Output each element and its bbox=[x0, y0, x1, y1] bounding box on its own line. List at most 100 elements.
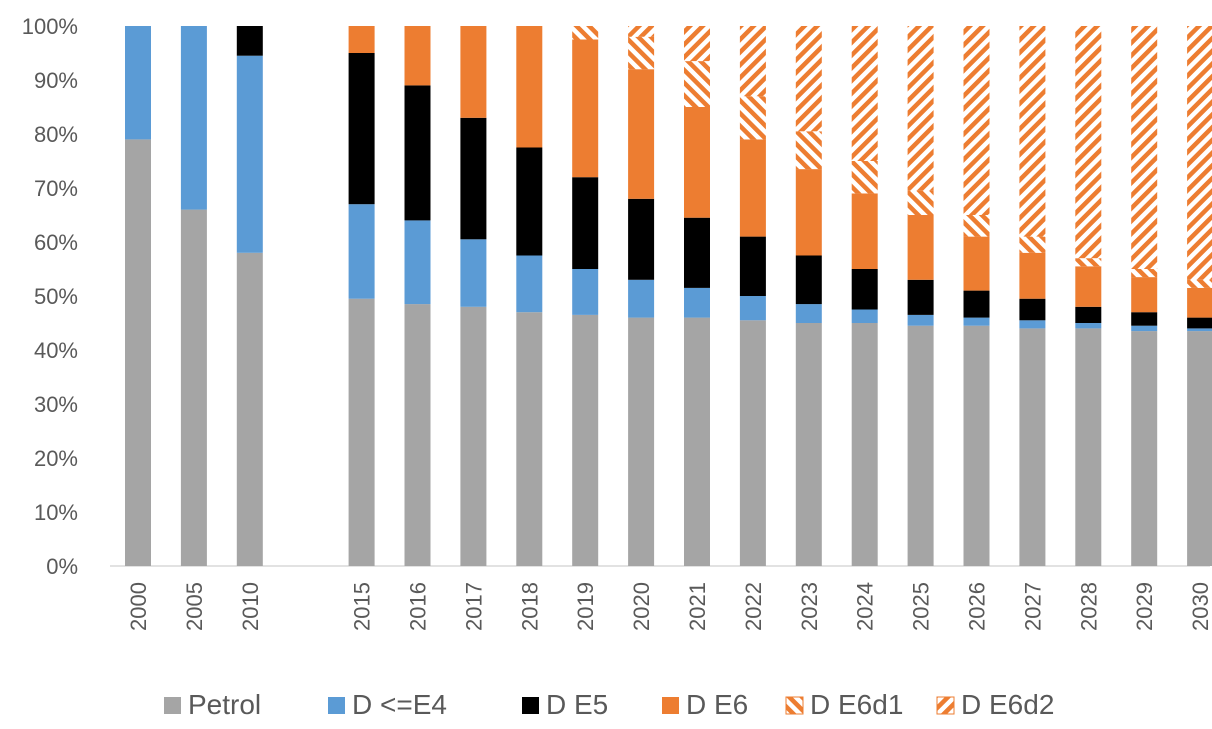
bar-segment bbox=[1131, 331, 1158, 566]
bar-segment bbox=[516, 255, 543, 313]
bar-segment bbox=[851, 26, 878, 161]
x-tick-label: 2010 bbox=[238, 582, 263, 631]
y-tick-label: 10% bbox=[34, 500, 78, 525]
bar-segment bbox=[1187, 328, 1212, 332]
bar-segment bbox=[404, 304, 431, 566]
legend-swatch bbox=[662, 697, 679, 714]
x-tick-label: 2015 bbox=[350, 582, 375, 631]
bar-segment bbox=[1075, 258, 1102, 267]
bar-segment bbox=[125, 139, 151, 566]
y-tick-label: 100% bbox=[22, 14, 78, 39]
bar-segment bbox=[1187, 26, 1212, 280]
bar-segment bbox=[1131, 277, 1158, 313]
bar-segment bbox=[1075, 26, 1102, 259]
bar-segment bbox=[851, 269, 878, 310]
bar-segment bbox=[963, 236, 990, 291]
legend-swatch bbox=[785, 696, 804, 715]
y-tick-label: 70% bbox=[34, 176, 78, 201]
bar-segment bbox=[572, 39, 599, 178]
bar-segment bbox=[1131, 312, 1158, 326]
bar-segment bbox=[739, 26, 766, 97]
bar-segment bbox=[963, 215, 990, 237]
legend-swatch bbox=[164, 697, 181, 714]
bar-segment bbox=[907, 325, 934, 566]
bar-segment bbox=[348, 204, 375, 299]
x-tick-label: 2018 bbox=[517, 582, 542, 631]
x-tick-label: 2025 bbox=[909, 582, 934, 631]
bar-segment bbox=[1019, 328, 1046, 566]
x-tick-label: 2023 bbox=[797, 582, 822, 631]
bar-segment bbox=[1075, 323, 1102, 329]
bar-segment bbox=[907, 26, 934, 191]
bar-segment bbox=[1075, 328, 1102, 566]
bar-segment bbox=[460, 117, 487, 240]
legend-swatch bbox=[328, 697, 345, 714]
bar-segment bbox=[739, 320, 766, 566]
legend-label: D E5 bbox=[546, 689, 608, 720]
bar-segment bbox=[1075, 266, 1102, 307]
bar-segment bbox=[795, 26, 822, 132]
bar-segment bbox=[404, 26, 431, 86]
x-tick-label: 2022 bbox=[741, 582, 766, 631]
bar-segment bbox=[795, 169, 822, 256]
x-tick-label: 2024 bbox=[853, 582, 878, 631]
bar-segment bbox=[963, 26, 990, 215]
bar-segment bbox=[348, 26, 375, 53]
bar-segment bbox=[628, 279, 655, 318]
bar-segment bbox=[572, 314, 599, 566]
x-tick-label: 2030 bbox=[1188, 582, 1212, 631]
bar-segment bbox=[739, 139, 766, 237]
bar-segment bbox=[1075, 306, 1102, 323]
legend-label: D E6d1 bbox=[810, 689, 903, 720]
bar-segment bbox=[236, 26, 263, 56]
y-tick-label: 0% bbox=[46, 554, 78, 579]
legend-label: D E6 bbox=[686, 689, 748, 720]
bar-segment bbox=[1131, 325, 1158, 332]
bar-segment bbox=[348, 53, 375, 205]
bar-segment bbox=[963, 325, 990, 566]
bar-segment bbox=[516, 312, 543, 566]
bar-segment bbox=[516, 26, 543, 148]
bar-segment bbox=[795, 323, 822, 566]
x-tick-label: 2028 bbox=[1076, 582, 1101, 631]
bar-segment bbox=[572, 26, 599, 40]
x-tick-label: 2021 bbox=[685, 582, 710, 631]
bar-segment bbox=[851, 323, 878, 566]
legend: Petrol D <=E4 D E5 D E6 D E6d1 D E6d2 bbox=[164, 689, 1054, 720]
bar-segment bbox=[236, 55, 263, 253]
y-axis: 0% 10% 20% 30% 40% 50% 60% 70% 80% 90% 100% bbox=[22, 14, 78, 579]
bar-segment bbox=[180, 209, 207, 566]
bar-segment bbox=[1131, 269, 1158, 278]
y-tick-label: 30% bbox=[34, 392, 78, 417]
bar-segment bbox=[739, 96, 766, 140]
legend-swatch bbox=[522, 697, 539, 714]
bar-segment bbox=[1019, 298, 1046, 321]
bar-segment bbox=[1019, 252, 1046, 299]
bar-segment bbox=[1187, 287, 1212, 318]
y-tick-label: 20% bbox=[34, 446, 78, 471]
bar-segment bbox=[628, 198, 655, 280]
bar-segment bbox=[460, 26, 487, 118]
bar-segment bbox=[628, 36, 655, 70]
x-tick-label: 2027 bbox=[1020, 582, 1045, 631]
bars bbox=[125, 26, 1212, 567]
x-tick-label: 2000 bbox=[126, 582, 151, 631]
x-tick-label: 2016 bbox=[406, 582, 431, 631]
bar-segment bbox=[907, 215, 934, 280]
bar-segment bbox=[572, 177, 599, 269]
bar-segment bbox=[125, 26, 151, 140]
bar-segment bbox=[851, 193, 878, 269]
bar-segment bbox=[907, 314, 934, 326]
legend-label: D <=E4 bbox=[352, 689, 447, 720]
bar-segment bbox=[963, 317, 990, 326]
x-tick-label: 2026 bbox=[965, 582, 990, 631]
bar-segment bbox=[795, 131, 822, 170]
bar-segment bbox=[1131, 26, 1158, 269]
bar-segment bbox=[851, 161, 878, 194]
bar-segment bbox=[795, 304, 822, 323]
bar-segment bbox=[460, 306, 487, 566]
bar-segment bbox=[628, 317, 655, 566]
bar-segment bbox=[739, 236, 766, 296]
